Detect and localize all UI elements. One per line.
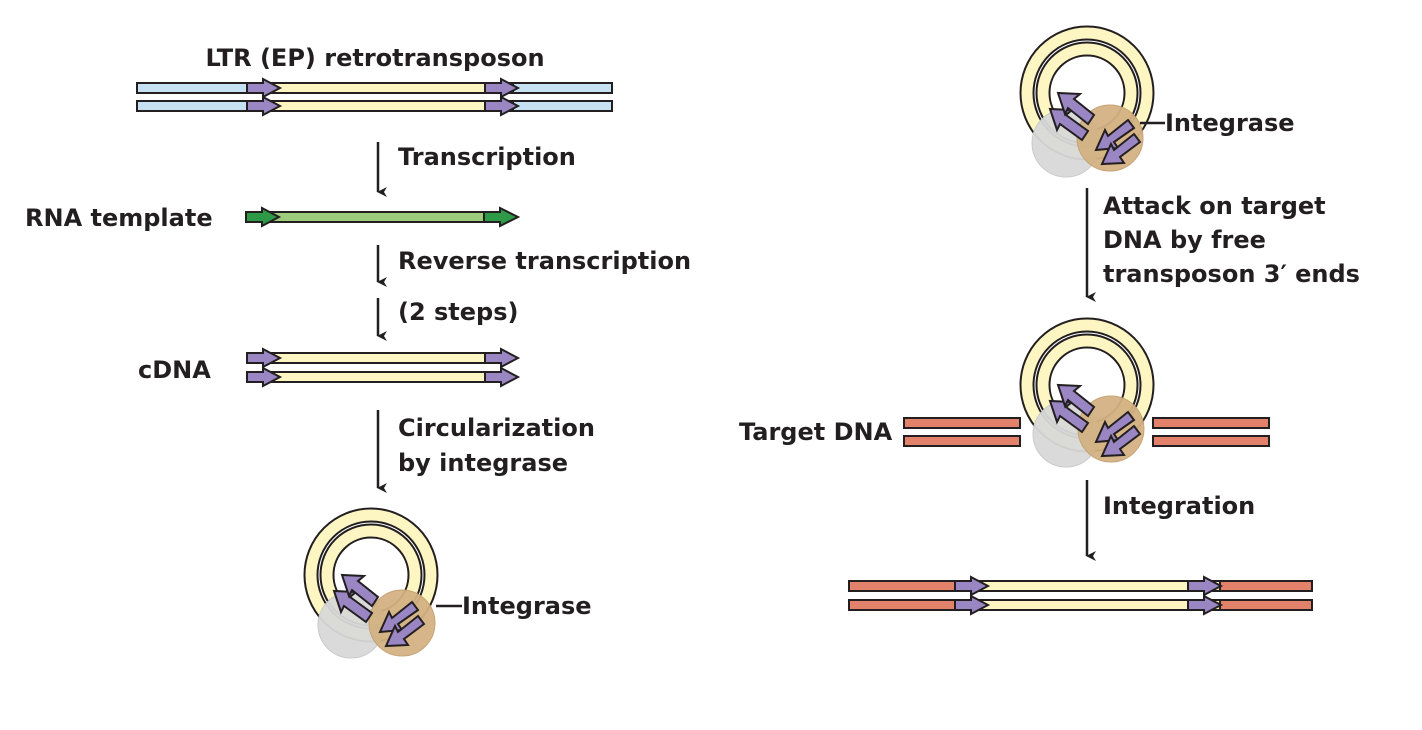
- integration-label: Integration: [1103, 492, 1255, 520]
- attack-label-line3: transposon 3′ ends: [1103, 260, 1360, 288]
- circular-intermediate-left: [303, 507, 439, 659]
- rna-template-strand: [245, 206, 521, 228]
- circular-intermediate-docked: [1019, 317, 1155, 468]
- title-label: LTR (EP) retrotransposon: [205, 44, 544, 72]
- two-steps-label: (2 steps): [398, 298, 519, 326]
- genomic-dna-with-transposon: [136, 77, 613, 117]
- integrated-transposon: [848, 575, 1313, 616]
- attack-label-line2: DNA by free: [1103, 226, 1266, 254]
- reverse-transcription-label: Reverse transcription: [398, 247, 691, 275]
- attack-label-line1: Attack on target: [1103, 192, 1326, 220]
- circular-intermediate-right: [1019, 25, 1155, 178]
- transcription-label: Transcription: [398, 143, 576, 171]
- target-dna-label: Target DNA: [739, 418, 893, 446]
- rna-template-label: RNA template: [25, 204, 213, 232]
- integrase-label-left: Integrase: [462, 592, 592, 620]
- integrase-label-right: Integrase: [1165, 109, 1295, 137]
- target-dna: [903, 417, 1270, 447]
- cdna-strands: [246, 347, 521, 388]
- circularization-label-line1: Circularization: [398, 414, 595, 442]
- cdna-label: cDNA: [138, 356, 211, 384]
- circularization-label-line2: by integrase: [398, 449, 568, 477]
